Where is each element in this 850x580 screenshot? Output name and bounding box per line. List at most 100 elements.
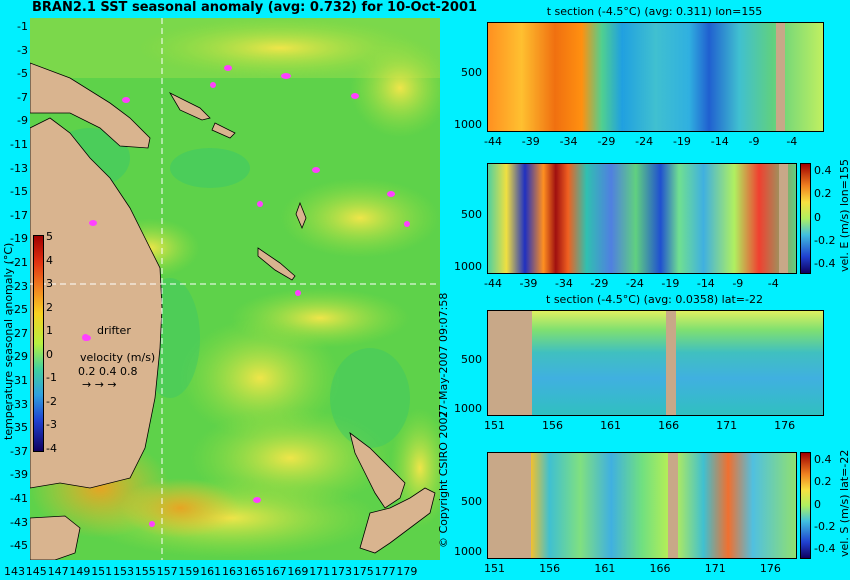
map-lon-tick: 169: [287, 565, 309, 578]
map-lon-tick: 155: [134, 565, 156, 578]
velocity-colorbar: [800, 163, 811, 274]
copyright-text: © Copyright CSIRO 2007: [437, 410, 450, 548]
section-x-tick: -9: [732, 277, 744, 290]
map-lat-tick: -41: [10, 492, 28, 505]
map-lon-tick: 151: [91, 565, 113, 578]
section-x-tick: 176: [759, 562, 781, 575]
land-masses: [30, 62, 436, 560]
map-lat-tick: -5: [17, 67, 28, 81]
map-colorbar-tick: 3: [46, 277, 53, 290]
section-x-tick: -4: [767, 277, 779, 290]
section-x-tick: -39: [519, 277, 538, 290]
map-lon-tick: 157: [156, 565, 178, 578]
map-lat-tick: -11: [10, 138, 28, 151]
velocity-colorbar-tick: 0.2: [814, 187, 832, 201]
section-x-tick: -4: [786, 135, 798, 148]
section-panel-title: t section (-4.5°C) (avg: 0.0358) lat=-22: [546, 293, 763, 306]
section-panel-title: t section (-4.5°C) (avg: 0.311) lon=155: [546, 5, 763, 18]
section-plot: [487, 163, 797, 274]
section-plot: [487, 22, 824, 132]
map-colorbar: [33, 235, 44, 452]
map-lat-tick: -3: [17, 43, 28, 57]
section-x-tick: -29: [590, 277, 609, 290]
drifter-legend-label: drifter: [97, 324, 131, 337]
section-y-tick: 500: [461, 352, 482, 366]
map-lon-tick: 177: [374, 565, 396, 578]
velocity-colorbar-tick: 0: [814, 210, 821, 224]
land-mask: [488, 311, 532, 415]
section-x-tick: 171: [716, 419, 738, 432]
land-mask: [776, 23, 786, 131]
velocity-colorbar-tick: 0.4: [814, 453, 832, 466]
map-lat-tick: -45: [10, 539, 28, 553]
anomaly-texture: [30, 18, 440, 558]
map-title: BRAN2.1 SST seasonal anomaly (avg: 0.732…: [32, 0, 478, 15]
section-x-tick: -24: [635, 135, 654, 148]
map-lat-tick: -1: [17, 20, 28, 33]
velocity-colorbar-label: vel. S (m/s) lat=-22: [838, 449, 850, 557]
section-x-tick: 161: [594, 562, 616, 575]
section-x-tick: 156: [539, 562, 561, 575]
land-new-caledonia: [257, 247, 296, 281]
map-colorbar-tick: -1: [46, 371, 57, 384]
map-lon-tick: 145: [25, 565, 47, 578]
map-lat-tick: -23: [10, 279, 28, 293]
velocity-colorbar-label: vel. E (m/s) lon=155: [838, 159, 850, 272]
map-lat-tick: -35: [10, 421, 28, 435]
sst-map: [30, 18, 440, 560]
velocity-colorbar-tick: 0.4: [814, 164, 832, 177]
section-y-tick: 500: [461, 207, 482, 221]
drifter-legend-marker: [82, 334, 89, 341]
map-lat-tick: -17: [10, 208, 28, 222]
section-x-tick: -29: [597, 135, 616, 148]
map-lat-tick: -37: [10, 444, 28, 458]
map-lon-tick: 175: [352, 565, 374, 578]
section-x-tick: 166: [658, 419, 680, 432]
land-mask: [665, 311, 676, 415]
section-x-tick: -14: [710, 135, 729, 148]
land-mask: [488, 453, 532, 558]
section-x-tick: -44: [484, 135, 502, 148]
map-colorbar-tick: -3: [46, 418, 57, 431]
section-x-tick: 156: [542, 419, 564, 432]
map-lat-tick: -21: [10, 256, 28, 269]
velocity-legend-arrows: → → →: [82, 378, 117, 391]
section-x-tick: 166: [649, 562, 671, 575]
map-colorbar-tick: 5: [46, 230, 53, 243]
section-x-tick: -19: [661, 277, 680, 290]
drifter-markers: [83, 65, 410, 527]
section-plot: [487, 452, 797, 559]
map-lon-tick: 147: [47, 565, 69, 578]
section-y-tick: 1000: [454, 117, 482, 131]
velocity-colorbar-tick: 0: [814, 497, 821, 511]
map-colorbar-tick: -4: [46, 441, 57, 455]
section-y-tick: 500: [461, 495, 482, 508]
section-x-tick: 171: [704, 562, 726, 575]
map-lat-tick: -13: [10, 161, 28, 175]
map-lat-tick: -33: [10, 397, 28, 411]
velocity-colorbar-tick: -0.2: [814, 519, 836, 533]
section-x-tick: -34: [554, 277, 573, 290]
section-x-tick: 161: [600, 419, 622, 432]
map-lon-tick: 153: [113, 565, 134, 578]
section-x-tick: -24: [625, 277, 644, 290]
land-mask: [668, 453, 679, 558]
map-lon-tick: 179: [396, 565, 418, 578]
map-lon-tick: 159: [178, 565, 200, 578]
map-lat-tick: -19: [10, 232, 28, 246]
section-x-tick: -14: [696, 277, 715, 290]
section-x-tick: -44: [484, 277, 502, 290]
map-lat-tick: -29: [10, 350, 28, 364]
section-x-tick: -9: [748, 135, 760, 148]
velocity-colorbar-tick: 0.2: [814, 475, 832, 489]
map-lon-tick: 143: [4, 565, 25, 578]
map-lon-tick: 167: [265, 565, 287, 578]
velocity-colorbar-tick: -0.4: [814, 542, 836, 555]
map-lat-tick: -43: [10, 515, 28, 529]
section-y-tick: 1000: [454, 545, 482, 558]
map-colorbar-tick: 0: [46, 347, 53, 361]
land-new-guinea: [30, 62, 151, 149]
velocity-legend-values: 0.2 0.4 0.8: [78, 365, 138, 378]
land-nz-south: [359, 487, 436, 554]
map-lon-tick: 149: [69, 565, 91, 578]
